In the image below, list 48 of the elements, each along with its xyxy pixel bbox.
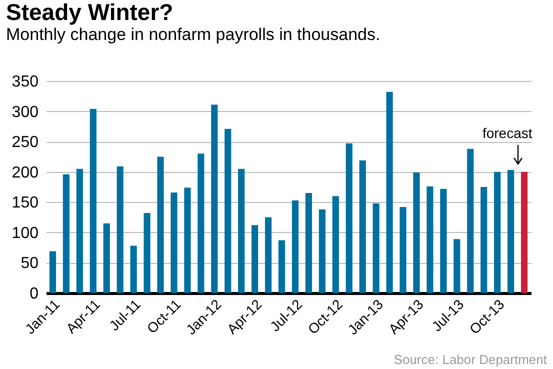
bar — [49, 251, 56, 293]
bar — [520, 172, 528, 293]
y-tick-label: 250 — [12, 134, 39, 152]
bar — [426, 186, 434, 293]
bar — [238, 168, 245, 293]
bar — [264, 217, 272, 293]
annotation: forecast — [482, 124, 532, 141]
y-tick-label: 150 — [12, 194, 39, 212]
bar — [386, 92, 393, 293]
bar — [346, 143, 352, 293]
bar — [292, 200, 299, 293]
y-tick-label: 200 — [12, 164, 39, 182]
bar — [252, 225, 258, 293]
y-tick-label: 0 — [30, 286, 39, 302]
bar — [413, 172, 420, 293]
bar — [494, 172, 501, 293]
y-tick-label: 50 — [20, 255, 39, 272]
bar — [157, 156, 164, 293]
bar — [507, 170, 514, 293]
bar — [103, 223, 110, 293]
bar — [318, 209, 326, 293]
bar — [400, 206, 406, 293]
chart-title: Steady Winter? — [6, 0, 174, 25]
bar — [467, 148, 474, 293]
bar — [198, 154, 204, 293]
bar — [305, 193, 312, 293]
bar — [90, 108, 96, 293]
bar — [440, 188, 447, 293]
bar — [372, 203, 380, 293]
bar — [144, 213, 150, 293]
y-tick-label: 100 — [12, 224, 39, 242]
bar — [480, 187, 488, 293]
bar — [224, 128, 232, 293]
bar — [211, 104, 218, 293]
bar — [184, 188, 191, 293]
bar — [76, 168, 83, 293]
bar — [170, 192, 178, 293]
bar — [359, 160, 366, 293]
bar — [116, 166, 124, 293]
bar — [62, 174, 70, 293]
chart-subtitle: Monthly change in nonfarm payrolls in thousands. — [6, 25, 380, 44]
bar — [130, 246, 137, 293]
source-note: Source: Labor Department — [394, 352, 547, 367]
bar — [278, 240, 286, 293]
bar — [454, 239, 460, 293]
bar — [332, 196, 339, 293]
y-tick-label: 350 — [12, 74, 39, 90]
y-tick-label: 300 — [12, 104, 39, 121]
